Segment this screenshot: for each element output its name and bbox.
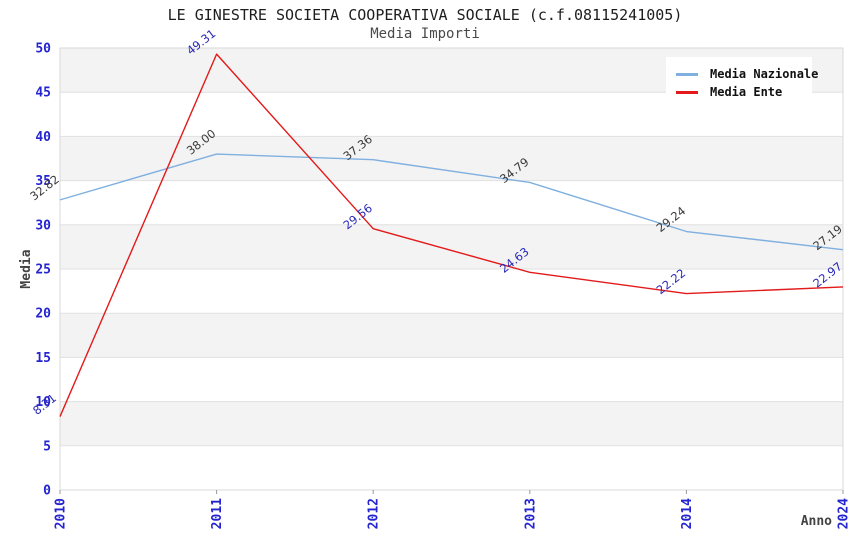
y-tick-label: 15 [35,351,51,366]
y-tick-label: 30 [35,218,51,233]
series-line-media-ente [59,53,844,417]
x-tick-label: 2024 [837,498,850,529]
legend-entry-media-nazionale: Media Nazionale [676,66,818,82]
y-tick-label: 45 [35,86,51,101]
y-tick-label: 5 [43,439,51,454]
x-tick-label: 2011 [210,498,225,529]
y-tick-label: 10 [35,395,51,410]
legend-swatch-media-nazionale [676,72,698,76]
legend-label: Media Ente [710,85,783,99]
x-tick-label: 2012 [367,498,382,529]
y-tick-label: 20 [35,307,51,322]
chart-subtitle: Media Importi [370,26,480,42]
x-axis-title: Anno [801,514,832,529]
y-tick-label: 25 [35,263,51,278]
plot-band [60,224,843,269]
legend-label: Media Nazionale [710,67,819,81]
data-point-label: 22.22 [654,266,689,297]
plot-band [60,401,843,446]
y-tick-label: 35 [35,174,51,189]
legend-entry-media-ente: Media Ente [676,84,804,100]
x-tick-label: 2013 [523,498,538,529]
legend-swatch-media-ente [676,90,698,94]
y-tick-label: 50 [35,42,51,57]
x-tick-label: 2010 [54,498,69,529]
y-axis-title: Media [19,249,34,288]
plot-border [59,47,844,491]
plot-band [60,136,843,181]
series-line-media-nazionale [59,153,844,251]
legend: Media Nazionale Media Ente [666,57,818,109]
y-tick-label: 40 [35,130,51,145]
chart-title: LE GINESTRE SOCIETA COOPERATIVA SOCIALE … [167,6,683,24]
plot-band [60,313,843,358]
y-tick-label: 0 [43,484,51,499]
x-tick-label: 2014 [680,498,695,529]
